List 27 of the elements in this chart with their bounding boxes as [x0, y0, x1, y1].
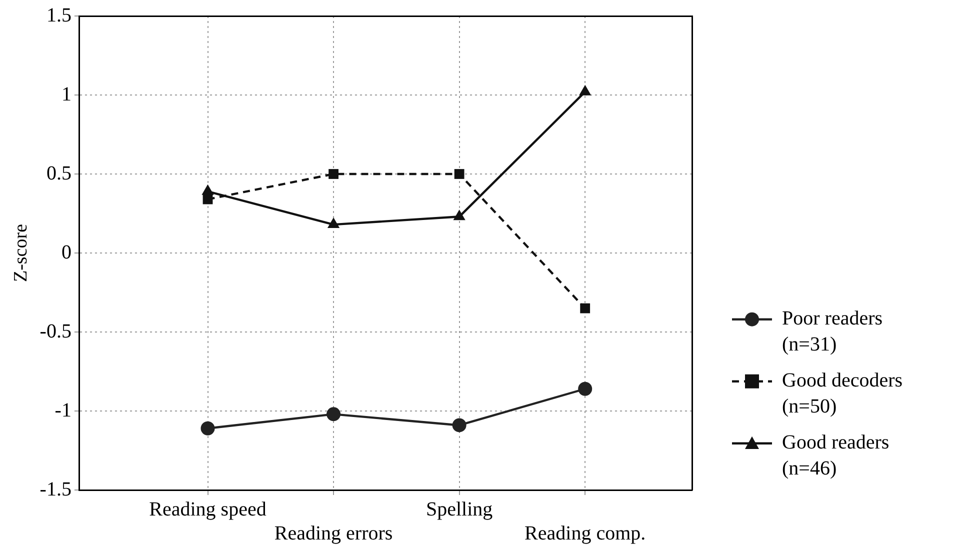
point: [453, 210, 466, 220]
y-tick-label: -0.5: [40, 320, 72, 342]
point: [452, 418, 466, 432]
x-tick-label: Spelling: [426, 498, 493, 520]
point: [578, 382, 592, 396]
x-tick-label: Reading errors: [274, 522, 393, 544]
point: [327, 218, 340, 228]
point: [326, 407, 341, 422]
y-tick-label: -1: [54, 399, 72, 422]
legend-label: Good decoders (n=50): [782, 370, 903, 418]
point: [580, 303, 590, 314]
point: [200, 421, 215, 436]
point: [454, 169, 464, 179]
y-tick-label: 0.5: [46, 162, 72, 184]
point: [579, 84, 592, 96]
y-tick-label: 0: [61, 241, 72, 264]
legend-label: Poor readers (n=31): [782, 308, 883, 356]
y-axis-title: Z-score: [10, 224, 32, 282]
legend-label: Good readers (n=46): [782, 432, 890, 480]
y-tick-label: 1: [61, 83, 72, 106]
point: [202, 194, 213, 204]
y-tick-label: -1.5: [40, 478, 72, 500]
y-tick-label: 1.5: [46, 4, 72, 26]
x-tick-label: Reading comp.: [524, 522, 646, 544]
point: [202, 184, 214, 195]
point: [328, 169, 338, 179]
x-tick-label: Reading speed: [149, 498, 266, 520]
